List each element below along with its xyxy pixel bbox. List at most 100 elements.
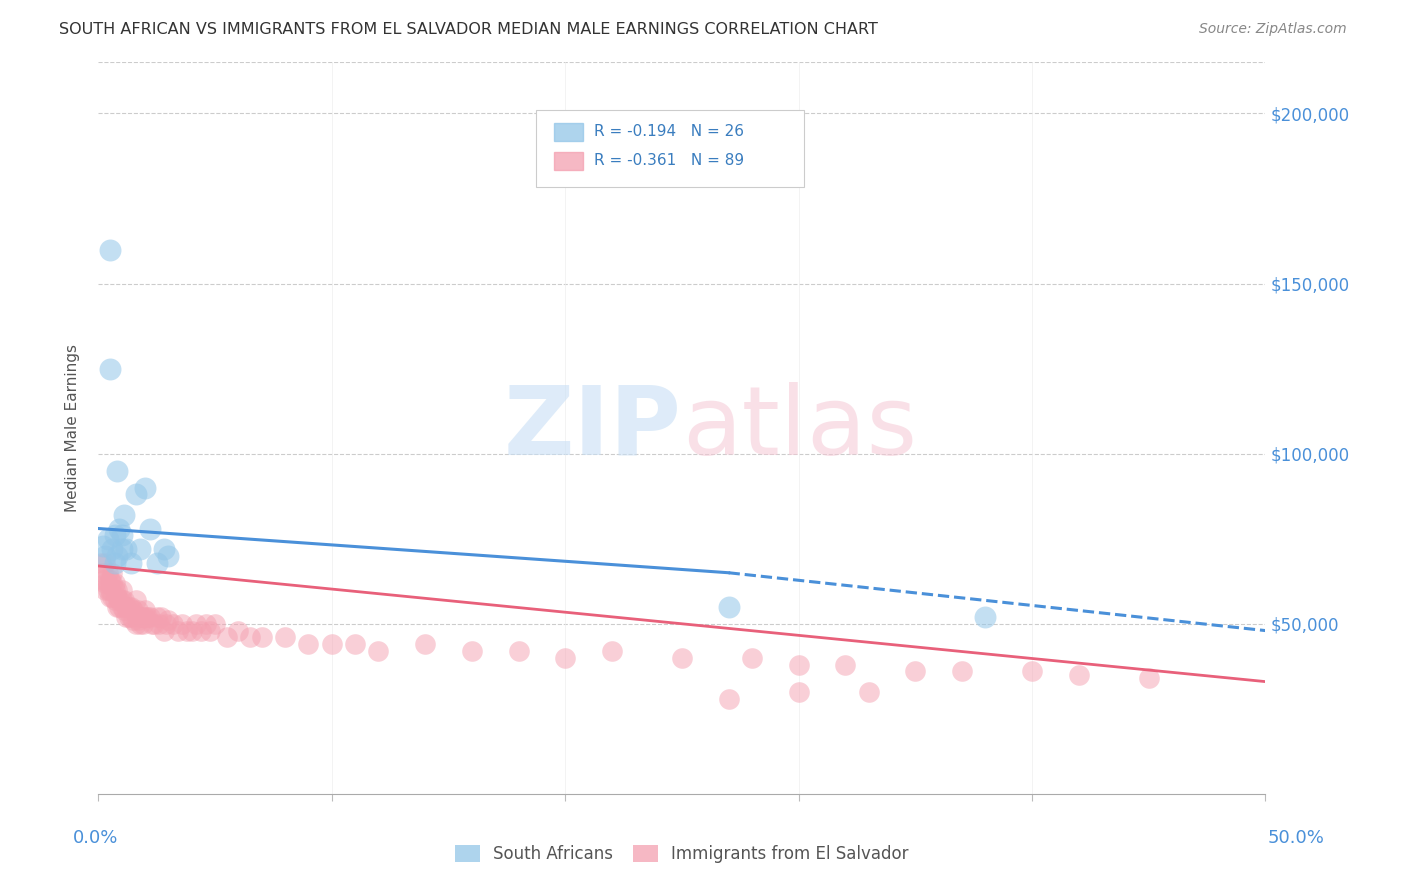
Point [108,522,131,536]
Point [146,610,169,624]
Point [98,590,121,604]
Point [166,624,188,638]
Point [413,637,436,651]
Point [136,610,159,624]
Point [155,616,177,631]
Text: ZIP: ZIP [503,382,682,475]
Point [974,610,997,624]
Point [139,522,162,536]
Point [321,637,343,651]
Point [104,556,127,570]
Point [91,566,114,580]
Point [129,616,152,631]
Point [105,464,128,478]
Point [94,582,117,597]
Point [858,685,880,699]
Point [194,616,217,631]
Point [1137,671,1160,685]
Point [111,582,134,597]
FancyBboxPatch shape [536,110,804,186]
Point [152,541,174,556]
Point [132,610,155,624]
Point [115,599,138,614]
Point [127,603,149,617]
Point [215,631,238,645]
Point [834,657,856,672]
Point [112,603,135,617]
Point [152,624,174,638]
Point [204,616,226,631]
Text: R = -0.194   N = 26: R = -0.194 N = 26 [595,124,744,138]
Text: 50.0%: 50.0% [1268,829,1324,847]
Point [125,487,148,501]
Point [97,532,120,546]
Point [150,610,173,624]
Point [146,556,169,570]
Point [344,637,367,651]
Point [250,631,273,645]
Point [111,528,134,542]
Point [139,610,162,624]
Point [101,541,124,556]
Point [671,650,693,665]
Point [105,590,128,604]
Point [111,541,134,556]
Text: Source: ZipAtlas.com: Source: ZipAtlas.com [1199,22,1347,37]
Point [141,616,163,631]
Point [148,616,170,631]
Point [118,610,141,624]
Point [129,610,152,624]
Point [101,566,124,580]
Point [200,624,222,638]
Point [228,624,250,638]
Point [180,624,202,638]
Point [105,582,128,597]
Point [717,691,740,706]
Point [297,637,319,651]
Point [508,644,530,658]
Bar [554,123,582,141]
Point [125,593,148,607]
Point [950,665,973,679]
Point [190,624,212,638]
Point [90,556,112,570]
Point [186,616,208,631]
Text: SOUTH AFRICAN VS IMMIGRANTS FROM EL SALVADOR MEDIAN MALE EARNINGS CORRELATION CH: SOUTH AFRICAN VS IMMIGRANTS FROM EL SALV… [59,22,877,37]
Point [367,644,389,658]
Point [741,650,763,665]
Text: R = -0.361   N = 89: R = -0.361 N = 89 [595,153,745,168]
Point [118,599,141,614]
Point [129,541,152,556]
Point [97,582,120,597]
Text: atlas: atlas [682,382,917,475]
Point [239,631,262,645]
Point [461,644,484,658]
Point [172,616,194,631]
Point [176,624,198,638]
Point [157,613,180,627]
Point [98,582,121,597]
Point [554,650,576,665]
Point [162,616,184,631]
Point [104,528,127,542]
Point [111,593,134,607]
Point [91,573,114,587]
Point [125,616,148,631]
Point [98,243,121,257]
Point [143,616,166,631]
Point [112,508,135,522]
Point [112,593,135,607]
Point [108,599,131,614]
Point [98,573,121,587]
Bar [554,153,582,170]
Point [134,603,156,617]
Point [104,576,127,591]
Point [1067,668,1090,682]
Text: 0.0%: 0.0% [73,829,118,847]
Point [111,599,134,614]
Point [120,599,142,614]
Point [787,657,810,672]
Point [91,539,114,553]
Point [904,665,927,679]
Point [134,481,156,495]
